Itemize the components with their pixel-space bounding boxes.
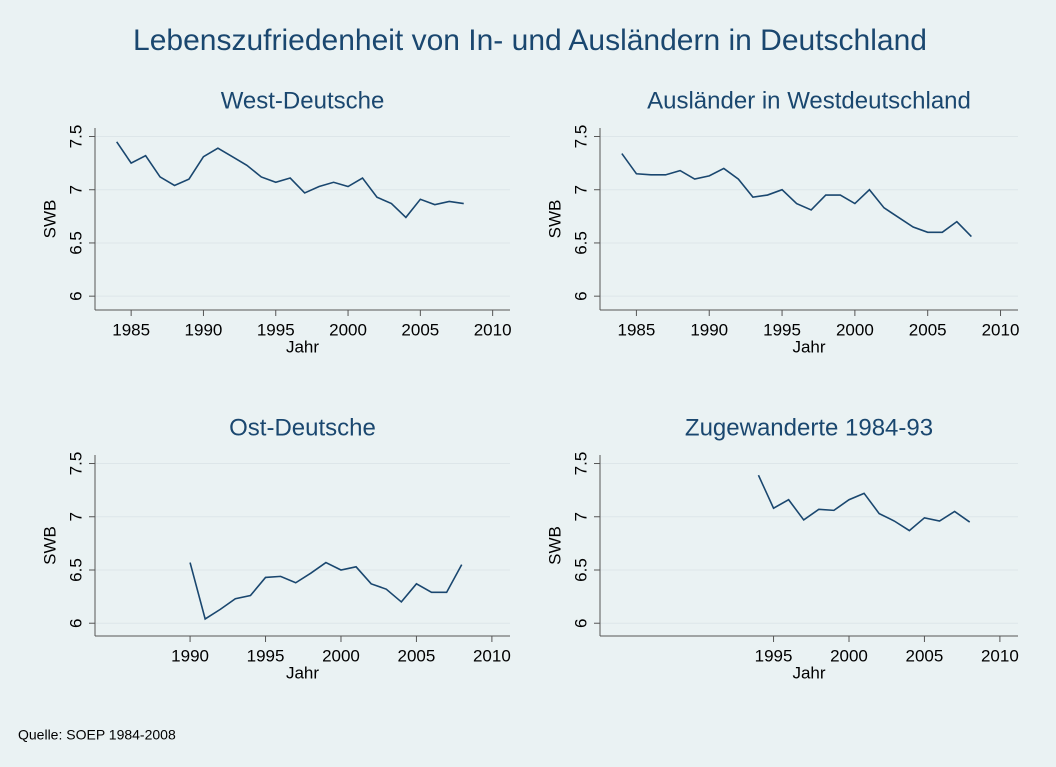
y-tick-label: 7	[66, 512, 85, 521]
panel-title: Zugewanderte 1984-93	[685, 414, 933, 441]
x-tick-label: 2005	[906, 646, 944, 665]
x-axis-label: Jahr	[286, 663, 319, 682]
y-tick-label: 6.5	[66, 558, 85, 582]
data-line	[621, 153, 972, 238]
y-axis-label: SWB	[545, 200, 564, 239]
x-tick-label: 1985	[112, 320, 150, 339]
x-tick-label: 2005	[909, 320, 947, 339]
panel-title: Ost-Deutsche	[229, 414, 376, 441]
data-line	[757, 474, 971, 532]
data-line	[189, 561, 463, 621]
x-tick-label: 2000	[329, 320, 367, 339]
panel-title: West-Deutsche	[221, 87, 385, 114]
y-tick-label: 7.5	[571, 452, 590, 476]
panel-title: Ausländer in Westdeutschland	[647, 87, 971, 114]
x-tick-label: 1995	[763, 320, 801, 339]
x-tick-label: 2000	[830, 646, 868, 665]
x-axis-label: Jahr	[792, 663, 825, 682]
x-axis-label: Jahr	[286, 337, 319, 356]
x-tick-label: 1995	[257, 320, 295, 339]
x-tick-label: 1995	[247, 646, 285, 665]
chart-title: Lebenszufriedenheit von In- und Auslände…	[133, 24, 927, 57]
y-tick-label: 7	[571, 185, 590, 194]
y-tick-label: 6	[571, 618, 590, 627]
y-tick-label: 6	[66, 291, 85, 300]
y-axis-label: SWB	[40, 200, 59, 239]
data-line	[116, 141, 464, 219]
x-tick-label: 1990	[690, 320, 728, 339]
x-tick-label: 1985	[617, 320, 655, 339]
y-tick-label: 7.5	[66, 452, 85, 476]
x-tick-label: 2010	[982, 320, 1020, 339]
y-tick-label: 6.5	[66, 231, 85, 255]
y-axis-label: SWB	[40, 526, 59, 565]
y-axis-label: SWB	[545, 526, 564, 565]
y-tick-label: 6	[571, 291, 590, 300]
x-tick-label: 1990	[171, 646, 209, 665]
x-tick-label: 2005	[401, 320, 439, 339]
x-axis-label: Jahr	[792, 337, 825, 356]
x-tick-label: 2010	[474, 320, 512, 339]
y-tick-label: 7.5	[571, 125, 590, 149]
x-tick-label: 2000	[322, 646, 360, 665]
source-note: Quelle: SOEP 1984-2008	[18, 727, 176, 743]
x-tick-label: 2005	[398, 646, 436, 665]
y-tick-label: 6.5	[571, 231, 590, 255]
x-tick-label: 1990	[185, 320, 223, 339]
y-tick-label: 6	[66, 618, 85, 627]
x-tick-label: 2000	[836, 320, 874, 339]
y-tick-label: 7.5	[66, 125, 85, 149]
x-tick-label: 2010	[981, 646, 1019, 665]
y-tick-label: 7	[571, 512, 590, 521]
x-tick-label: 2010	[473, 646, 511, 665]
y-tick-label: 6.5	[571, 558, 590, 582]
y-tick-label: 7	[66, 185, 85, 194]
x-tick-label: 1995	[755, 646, 793, 665]
